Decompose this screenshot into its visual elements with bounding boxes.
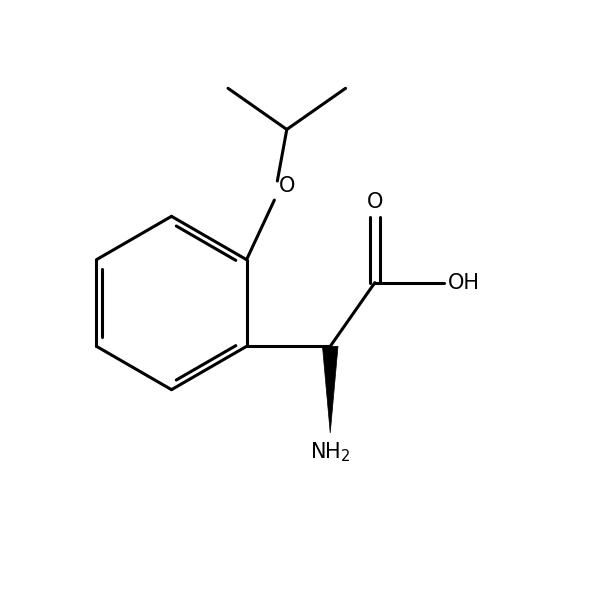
Text: O: O: [279, 176, 295, 196]
Text: NH$_2$: NH$_2$: [310, 440, 350, 464]
Text: OH: OH: [448, 273, 481, 293]
Text: O: O: [367, 192, 383, 212]
Polygon shape: [322, 347, 338, 433]
